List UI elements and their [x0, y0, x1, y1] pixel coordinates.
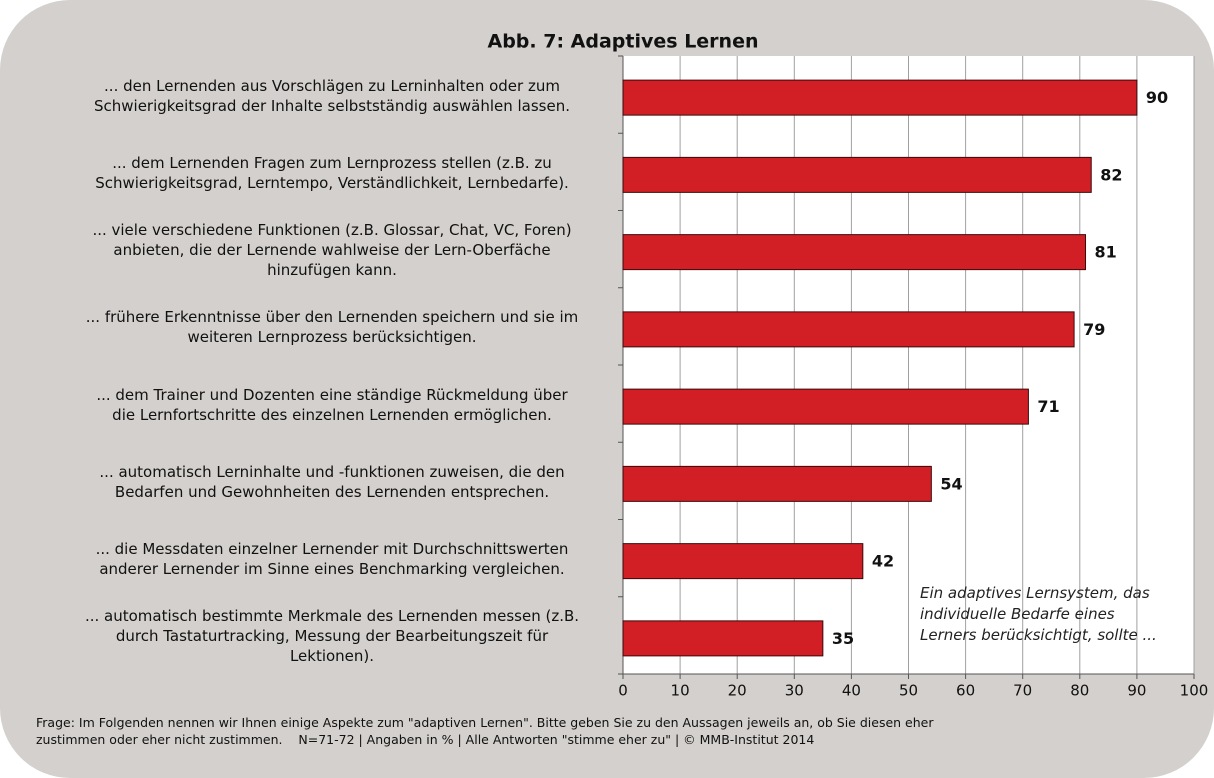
chart-title: Abb. 7: Adaptives Lernen	[488, 31, 759, 53]
x-tick-label: 40	[842, 682, 861, 700]
y-tick-label: ... die Messdaten einzelner Lernender mi…	[95, 540, 569, 579]
data-label: 90	[1146, 88, 1168, 107]
y-tick-label: ... frühere Erkenntnisse über den Lernen…	[85, 308, 579, 347]
data-label: 54	[940, 474, 962, 493]
data-label: 82	[1100, 165, 1122, 184]
x-tick-label: 10	[671, 682, 690, 700]
bar	[622, 543, 864, 580]
y-tick-label: ... automatisch bestimmte Merkmale des L…	[84, 607, 580, 666]
bar	[622, 311, 1075, 348]
x-tick-label: 70	[1013, 682, 1032, 700]
y-tick-label: ... automatisch Lerninhalte und -funktio…	[99, 462, 565, 501]
y-tick-label: ... dem Lernenden Fragen zum Lernprozess…	[95, 153, 569, 192]
x-tick-label: 60	[956, 682, 975, 700]
x-tick-label: 100	[1180, 682, 1209, 700]
footnote: Frage: Im Folgenden nennen wir Ihnen ein…	[36, 715, 934, 747]
bar	[622, 156, 1092, 193]
bar	[622, 620, 824, 657]
y-tick-label: ... viele verschiedene Funktionen (z.B. …	[92, 221, 572, 280]
bar	[622, 388, 1029, 425]
annotation: Ein adaptives Lernsystem, das individuel…	[920, 584, 1157, 644]
x-tick-label: 80	[1070, 682, 1089, 700]
data-label: 79	[1083, 320, 1105, 339]
y-tick-label: ... den Lernenden aus Vorschlägen zu Ler…	[93, 76, 570, 115]
x-tick-label: 90	[1127, 682, 1146, 700]
y-tick-label: ... dem Trainer und Dozenten eine ständi…	[96, 385, 568, 424]
data-label: 42	[872, 552, 894, 571]
data-label: 35	[832, 629, 854, 648]
x-tick-label: 50	[899, 682, 918, 700]
data-label: 81	[1095, 243, 1117, 262]
data-label: 71	[1037, 397, 1059, 416]
bar	[622, 234, 1087, 271]
bar	[622, 465, 932, 502]
x-tick-label: 30	[785, 682, 804, 700]
bar	[622, 79, 1138, 116]
x-tick-label: 0	[618, 682, 628, 700]
x-tick-label: 20	[728, 682, 747, 700]
